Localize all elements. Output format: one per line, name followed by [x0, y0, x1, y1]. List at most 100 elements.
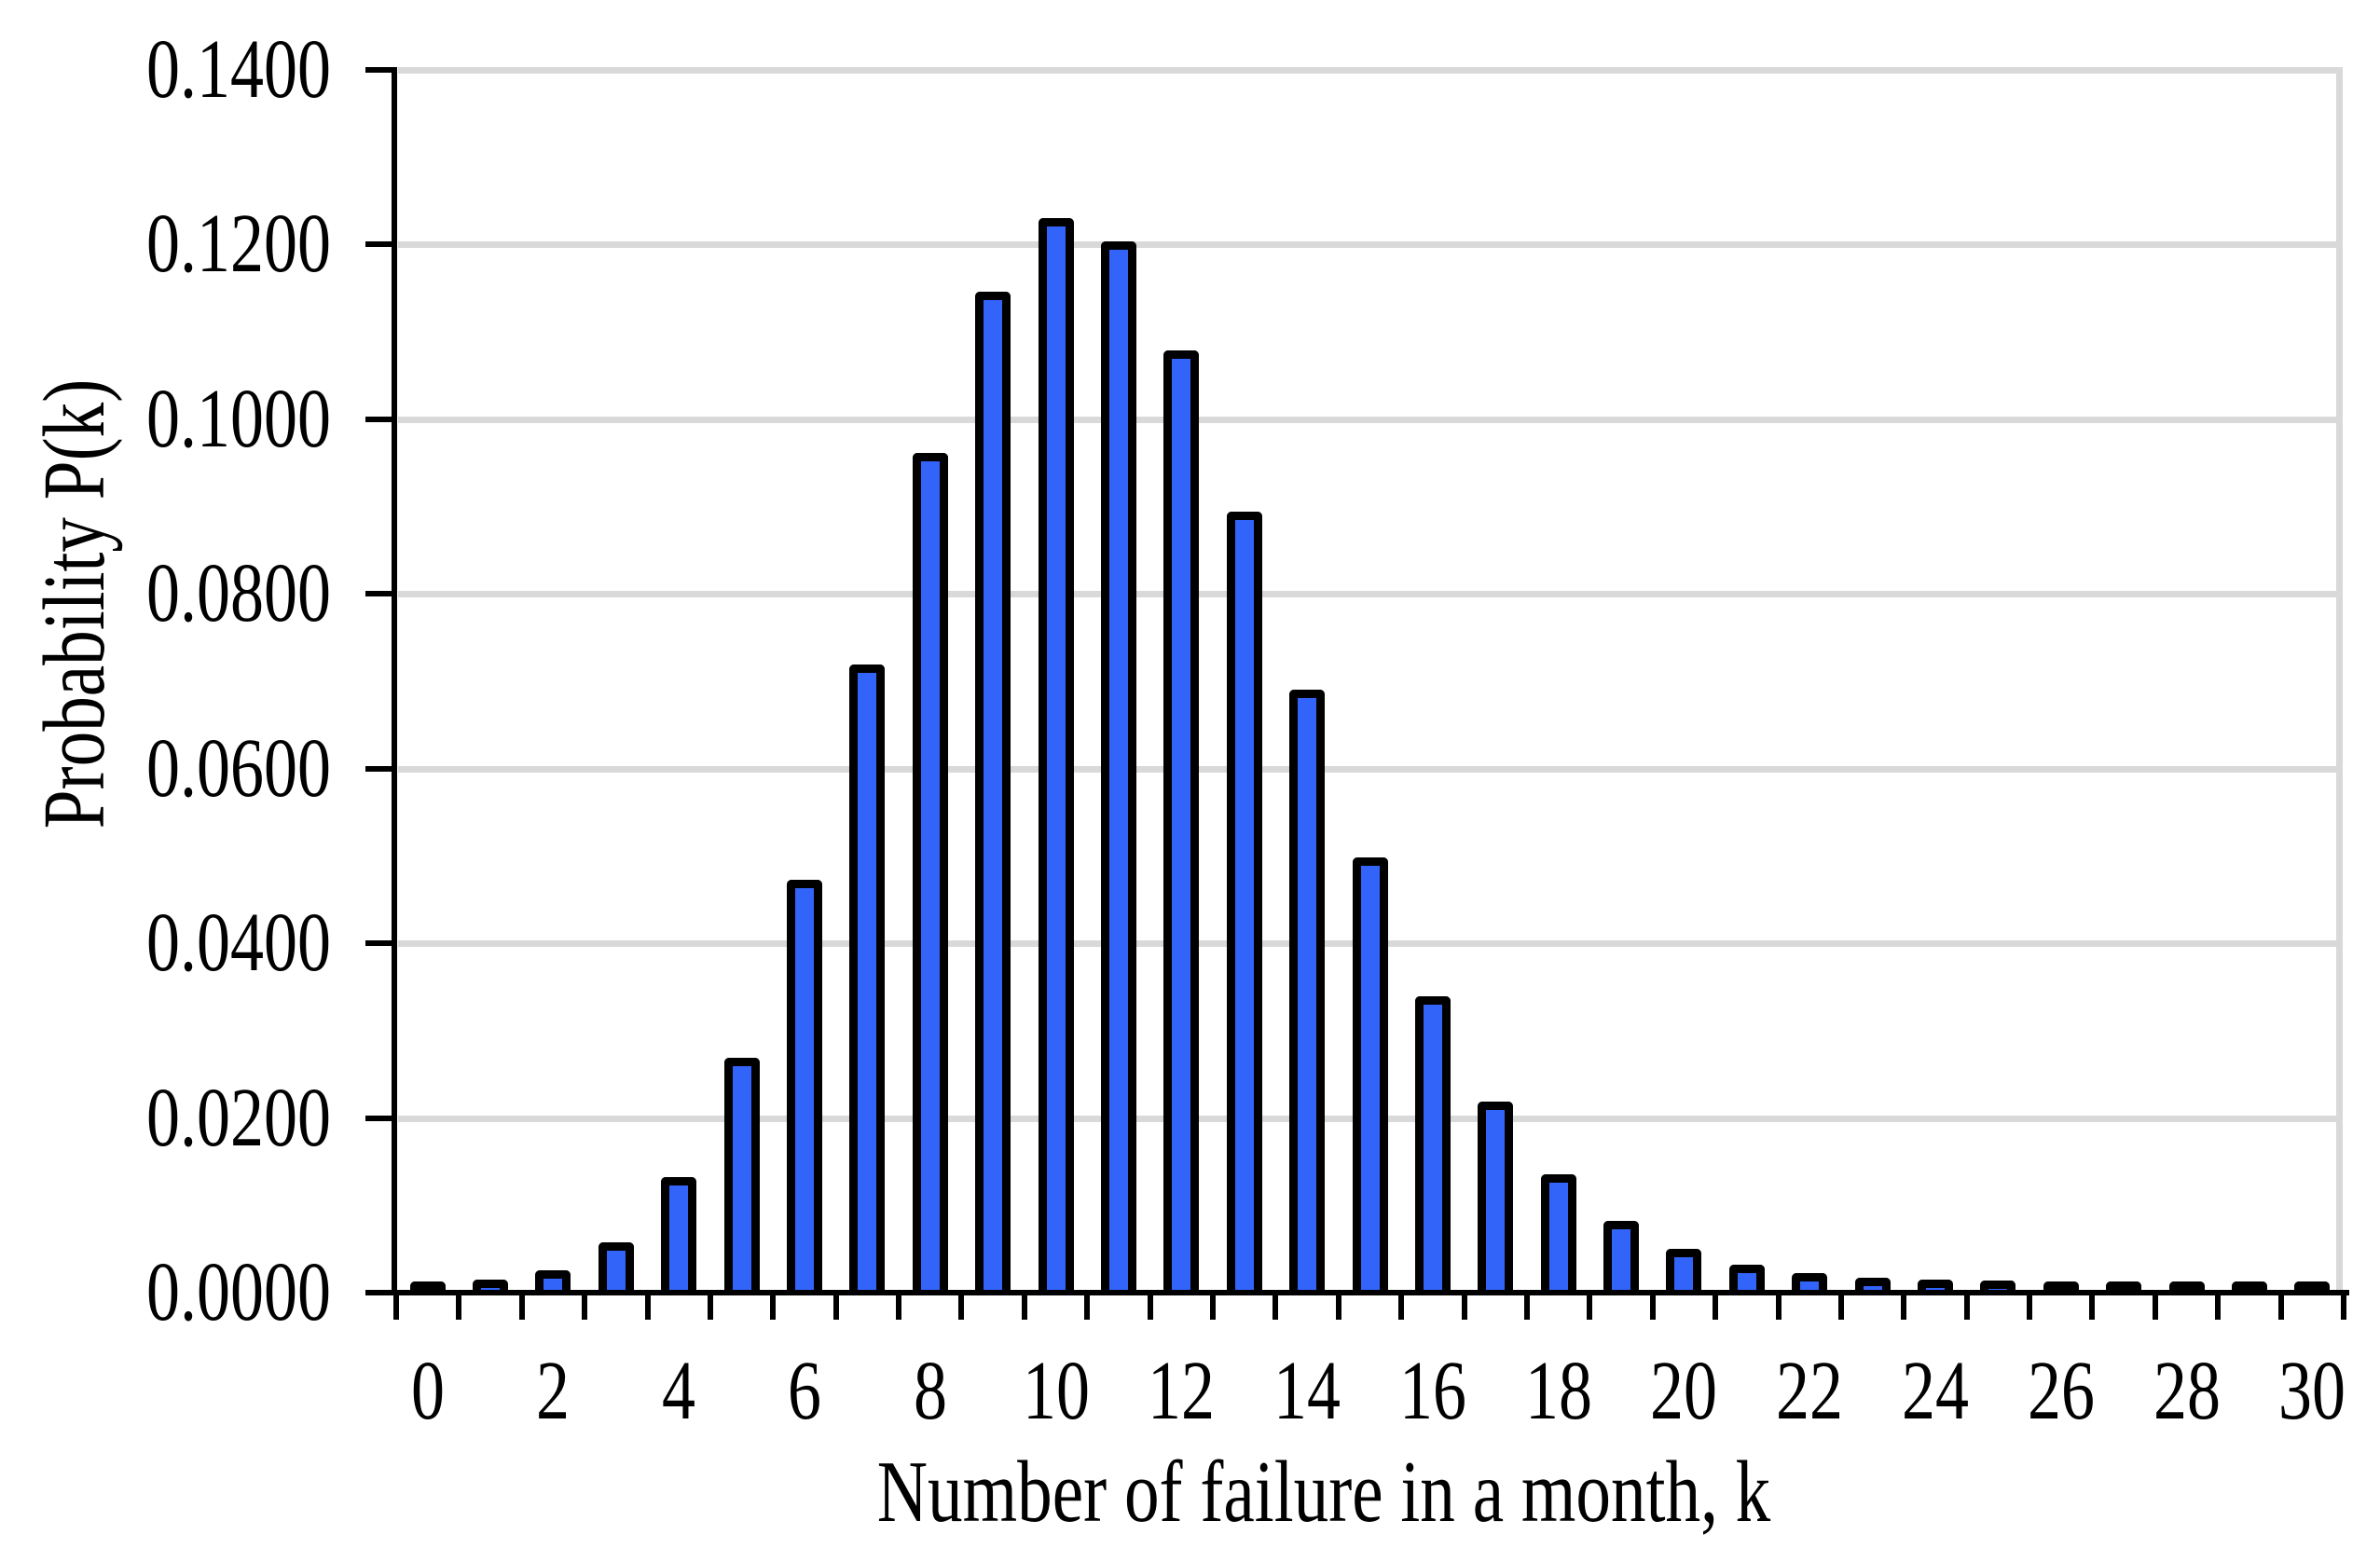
- x-tick-label: 26: [2027, 1345, 2095, 1437]
- x-tick-mark: [1963, 1295, 1970, 1320]
- y-tick-mark: [365, 1115, 396, 1121]
- x-tick-mark: [2027, 1295, 2033, 1320]
- x-tick-mark: [1837, 1295, 1844, 1320]
- y-tick-mark: [365, 765, 396, 772]
- y-tick-mark: [365, 416, 396, 422]
- x-tick-label: 10: [1022, 1345, 1090, 1437]
- bar: [1728, 1265, 1765, 1290]
- x-tick-mark: [2215, 1295, 2222, 1320]
- gridline: [398, 591, 2338, 598]
- x-tick-mark: [582, 1295, 588, 1320]
- x-tick-mark: [1649, 1295, 1656, 1320]
- x-tick-mark: [1461, 1295, 1467, 1320]
- x-axis-line: [391, 1290, 2349, 1295]
- x-tick-mark: [1901, 1295, 1907, 1320]
- x-tick-label: 4: [662, 1345, 696, 1437]
- gridline: [398, 416, 2338, 423]
- x-tick-mark: [1273, 1295, 1279, 1320]
- bar: [1352, 857, 1388, 1290]
- bar: [2043, 1281, 2079, 1290]
- bar: [1163, 350, 1200, 1290]
- bar: [473, 1280, 509, 1290]
- x-tick-label: 20: [1650, 1345, 1718, 1437]
- bar: [1854, 1278, 1891, 1290]
- gridline: [398, 241, 2338, 249]
- gridline: [398, 765, 2338, 773]
- x-tick-mark: [2277, 1295, 2284, 1320]
- y-tick-label: 0.0600: [146, 721, 331, 815]
- x-axis-title: Number of failure in a month, k: [876, 1444, 1771, 1541]
- x-tick-mark: [456, 1295, 462, 1320]
- y-tick-label: 0.1200: [146, 198, 331, 291]
- bar: [661, 1177, 697, 1290]
- x-tick-mark: [1084, 1295, 1091, 1320]
- bar: [1289, 690, 1326, 1290]
- bar: [912, 453, 948, 1290]
- x-tick-label: 8: [913, 1345, 947, 1437]
- y-tick-mark: [365, 241, 396, 248]
- x-tick-label: 12: [1148, 1345, 1216, 1437]
- x-tick-label: 22: [1776, 1345, 1844, 1437]
- x-tick-label: 6: [788, 1345, 822, 1437]
- y-tick-label: 0.0200: [146, 1071, 331, 1164]
- bar: [2106, 1281, 2142, 1290]
- bar: [1666, 1249, 1702, 1290]
- gridline: [398, 67, 2338, 74]
- x-tick-mark: [1775, 1295, 1782, 1320]
- bar: [1100, 241, 1136, 1290]
- bar: [787, 880, 823, 1290]
- y-tick-label: 0.1400: [146, 23, 331, 116]
- x-tick-mark: [2341, 1295, 2346, 1320]
- bar: [1792, 1273, 1828, 1290]
- bar: [1980, 1281, 2016, 1290]
- x-tick-mark: [1398, 1295, 1405, 1320]
- x-tick-mark: [1587, 1295, 1593, 1320]
- bar: [1414, 996, 1451, 1290]
- x-tick-label: 0: [410, 1345, 445, 1437]
- x-tick-mark: [770, 1295, 777, 1320]
- x-tick-label: 30: [2278, 1345, 2346, 1437]
- y-tick-label: 0.1000: [146, 372, 331, 465]
- x-tick-label: 14: [1273, 1345, 1341, 1437]
- x-tick-mark: [1147, 1295, 1153, 1320]
- y-tick-label: 0.0800: [146, 547, 331, 640]
- x-tick-mark: [1021, 1295, 1027, 1320]
- x-tick-mark: [1713, 1295, 1719, 1320]
- plot-border-right: [2336, 67, 2343, 1295]
- bar: [1540, 1174, 1576, 1290]
- x-tick-mark: [958, 1295, 965, 1320]
- bar: [2168, 1281, 2205, 1290]
- x-tick-label: 28: [2153, 1345, 2221, 1437]
- y-axis-title: Probability P(k): [26, 378, 123, 829]
- x-tick-mark: [1523, 1295, 1530, 1320]
- x-tick-mark: [707, 1295, 713, 1320]
- x-tick-mark: [1335, 1295, 1341, 1320]
- bar: [975, 292, 1011, 1290]
- x-tick-label: 24: [1901, 1345, 1969, 1437]
- x-tick-mark: [896, 1295, 902, 1320]
- bar: [1478, 1102, 1514, 1290]
- bar: [723, 1058, 760, 1290]
- x-tick-mark: [832, 1295, 839, 1320]
- y-axis-line: [392, 67, 397, 1295]
- bar: [535, 1270, 571, 1290]
- bar: [1038, 218, 1074, 1290]
- bar: [2294, 1281, 2331, 1290]
- x-tick-label: 16: [1398, 1345, 1466, 1437]
- bar: [1917, 1280, 1953, 1290]
- bar: [409, 1281, 446, 1290]
- x-tick-mark: [2089, 1295, 2096, 1320]
- x-tick-mark: [518, 1295, 525, 1320]
- y-tick-label: 0.0400: [146, 897, 331, 990]
- y-tick-mark: [365, 591, 396, 597]
- y-tick-mark: [365, 940, 396, 947]
- bar: [1226, 512, 1262, 1290]
- y-tick-mark: [365, 1290, 396, 1295]
- x-tick-label: 18: [1524, 1345, 1592, 1437]
- x-tick-mark: [644, 1295, 651, 1320]
- x-tick-label: 2: [536, 1345, 571, 1437]
- x-tick-mark: [1210, 1295, 1217, 1320]
- bar: [849, 665, 886, 1290]
- bar: [1603, 1221, 1640, 1290]
